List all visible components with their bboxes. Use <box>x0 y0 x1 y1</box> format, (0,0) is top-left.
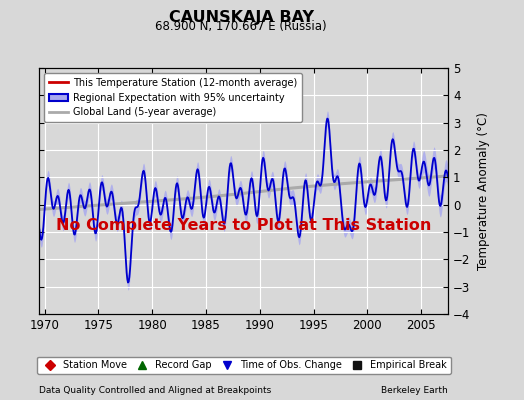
Legend: Station Move, Record Gap, Time of Obs. Change, Empirical Break: Station Move, Record Gap, Time of Obs. C… <box>37 356 451 374</box>
Text: No Complete Years to Plot at This Station: No Complete Years to Plot at This Statio… <box>56 218 431 233</box>
Text: CAUNSKAJA BAY: CAUNSKAJA BAY <box>169 10 313 25</box>
Text: Berkeley Earth: Berkeley Earth <box>381 386 448 395</box>
Text: Data Quality Controlled and Aligned at Breakpoints: Data Quality Controlled and Aligned at B… <box>39 386 271 395</box>
Text: 68.900 N, 170.667 E (Russia): 68.900 N, 170.667 E (Russia) <box>155 20 327 33</box>
Y-axis label: Temperature Anomaly (°C): Temperature Anomaly (°C) <box>477 112 490 270</box>
